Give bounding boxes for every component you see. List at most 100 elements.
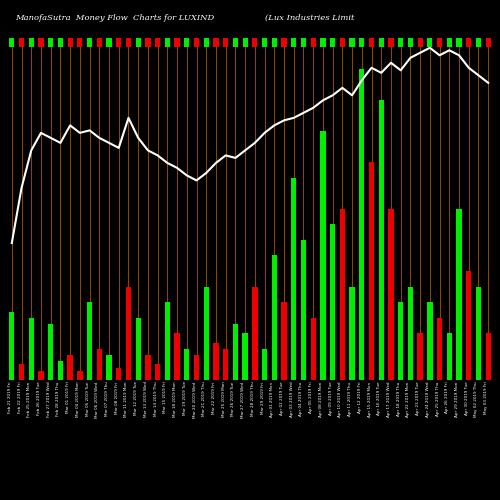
Bar: [466, 38, 471, 47]
Bar: [408, 286, 413, 380]
Bar: [359, 38, 364, 47]
Bar: [9, 312, 15, 380]
Bar: [466, 271, 471, 380]
Bar: [301, 38, 306, 47]
Bar: [291, 38, 296, 47]
Bar: [146, 38, 150, 47]
Bar: [136, 318, 141, 380]
Bar: [116, 368, 121, 380]
Bar: [194, 355, 199, 380]
Bar: [204, 286, 209, 380]
Bar: [164, 38, 170, 47]
Bar: [330, 38, 336, 47]
Bar: [48, 324, 54, 380]
Bar: [282, 302, 286, 380]
Bar: [272, 38, 277, 47]
Bar: [378, 38, 384, 47]
Bar: [28, 318, 34, 380]
Bar: [252, 38, 258, 47]
Bar: [242, 38, 248, 47]
Bar: [388, 38, 394, 47]
Bar: [262, 349, 268, 380]
Bar: [204, 38, 209, 47]
Bar: [388, 209, 394, 380]
Bar: [174, 38, 180, 47]
Bar: [310, 318, 316, 380]
Bar: [19, 38, 24, 47]
Text: ManofaSutra  Money Flow  Charts for LUXIND: ManofaSutra Money Flow Charts for LUXIND: [15, 14, 214, 22]
Bar: [58, 38, 63, 47]
Bar: [378, 100, 384, 380]
Bar: [155, 38, 160, 47]
Bar: [96, 349, 102, 380]
Bar: [19, 364, 24, 380]
Bar: [184, 349, 190, 380]
Bar: [116, 38, 121, 47]
Bar: [174, 334, 180, 380]
Bar: [77, 370, 82, 380]
Bar: [446, 334, 452, 380]
Bar: [87, 302, 92, 380]
Bar: [476, 286, 481, 380]
Bar: [136, 38, 141, 47]
Bar: [77, 38, 82, 47]
Bar: [437, 38, 442, 47]
Bar: [369, 162, 374, 380]
Bar: [456, 38, 462, 47]
Bar: [282, 38, 286, 47]
Bar: [145, 355, 150, 380]
Bar: [350, 286, 355, 380]
Bar: [418, 334, 423, 380]
Bar: [291, 178, 296, 380]
Bar: [233, 38, 238, 47]
Bar: [446, 38, 452, 47]
Bar: [68, 38, 73, 47]
Text: (Lux Industries Limit: (Lux Industries Limit: [265, 14, 354, 22]
Bar: [38, 370, 44, 380]
Bar: [155, 364, 160, 380]
Bar: [223, 349, 228, 380]
Bar: [68, 355, 73, 380]
Bar: [418, 38, 423, 47]
Bar: [427, 38, 432, 47]
Bar: [398, 302, 404, 380]
Bar: [320, 38, 326, 47]
Bar: [398, 38, 404, 47]
Bar: [272, 256, 277, 380]
Bar: [214, 342, 218, 380]
Bar: [232, 324, 238, 380]
Bar: [252, 286, 258, 380]
Bar: [486, 334, 491, 380]
Bar: [427, 302, 432, 380]
Bar: [408, 38, 413, 47]
Bar: [437, 318, 442, 380]
Bar: [320, 131, 326, 380]
Bar: [330, 224, 336, 380]
Bar: [359, 68, 364, 380]
Bar: [369, 38, 374, 47]
Bar: [28, 38, 34, 47]
Bar: [350, 38, 354, 47]
Bar: [58, 362, 63, 380]
Bar: [96, 38, 102, 47]
Bar: [126, 38, 131, 47]
Bar: [476, 38, 481, 47]
Bar: [456, 209, 462, 380]
Bar: [301, 240, 306, 380]
Bar: [242, 334, 248, 380]
Bar: [214, 38, 218, 47]
Bar: [194, 38, 199, 47]
Bar: [126, 286, 131, 380]
Bar: [106, 355, 112, 380]
Bar: [164, 302, 170, 380]
Bar: [48, 38, 54, 47]
Bar: [262, 38, 267, 47]
Bar: [9, 38, 15, 47]
Bar: [184, 38, 190, 47]
Bar: [87, 38, 92, 47]
Bar: [223, 38, 228, 47]
Bar: [340, 209, 345, 380]
Bar: [486, 38, 491, 47]
Bar: [310, 38, 316, 47]
Bar: [340, 38, 345, 47]
